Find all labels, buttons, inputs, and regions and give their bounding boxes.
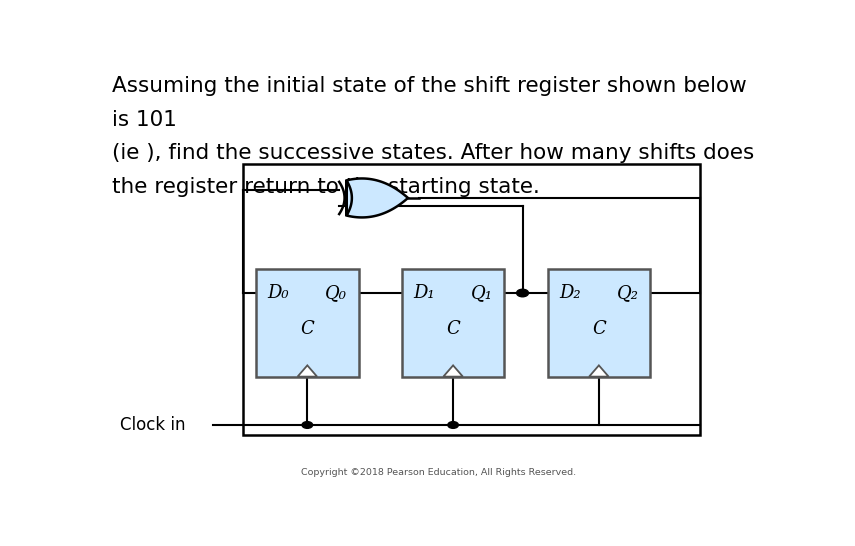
Bar <box>547 269 651 377</box>
Text: the register return to the starting state.: the register return to the starting stat… <box>112 177 540 197</box>
Bar <box>402 269 504 377</box>
Text: D₁: D₁ <box>414 284 435 302</box>
Text: Assuming the initial state of the shift register shown below: Assuming the initial state of the shift … <box>112 76 747 96</box>
Text: C: C <box>300 321 314 339</box>
Text: Copyright ©2018 Pearson Education, All Rights Reserved.: Copyright ©2018 Pearson Education, All R… <box>301 468 575 477</box>
Circle shape <box>448 422 458 429</box>
Polygon shape <box>444 365 463 377</box>
Text: Q₀: Q₀ <box>325 284 347 302</box>
Bar <box>256 269 359 377</box>
Polygon shape <box>298 365 317 377</box>
Bar <box>243 164 700 436</box>
Text: Clock in: Clock in <box>120 416 186 434</box>
Text: D₂: D₂ <box>559 284 581 302</box>
Polygon shape <box>589 365 609 377</box>
Text: is 101: is 101 <box>112 110 177 129</box>
Text: D₀: D₀ <box>268 284 289 302</box>
Text: C: C <box>592 321 605 339</box>
Circle shape <box>302 422 313 429</box>
Circle shape <box>516 289 528 297</box>
Text: Q₂: Q₂ <box>616 284 639 302</box>
Text: C: C <box>446 321 460 339</box>
Polygon shape <box>346 179 408 217</box>
Text: (ie ), find the successive states. After how many shifts does: (ie ), find the successive states. After… <box>112 143 754 163</box>
Text: Q₁: Q₁ <box>471 284 492 302</box>
